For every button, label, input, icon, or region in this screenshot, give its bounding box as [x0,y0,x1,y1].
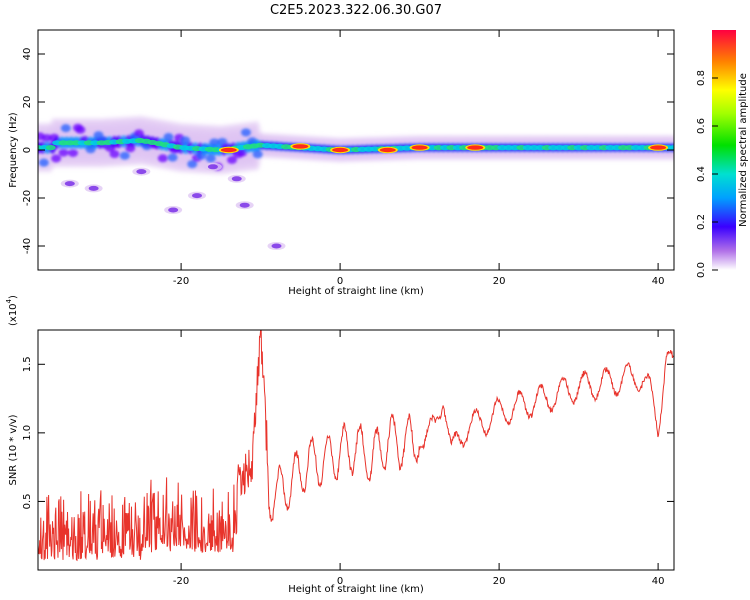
heat-cell [180,136,191,145]
x-tick-label: 0 [337,576,343,587]
x-tick-label: -20 [173,276,189,287]
heat-hotspot [379,147,396,153]
snr-frame [37,329,675,571]
heat-cell [205,154,216,163]
heat-blob [271,243,282,249]
x-tick-label: 0 [337,276,343,287]
heat-cell [60,124,71,133]
heatmap-axes: -20 0 20 40 40 20 0 -20 -40 [22,30,674,287]
multiplier-close: ) [8,295,19,299]
y-tick-label: 20 [22,96,33,109]
heat-cell [41,134,52,143]
y-tick-label: 0.5 [22,493,33,509]
snr-xlabel: Height of straight line (km) [288,584,424,595]
heat-cell [252,150,263,159]
heat-blob [64,181,75,187]
heat-hotspot [650,145,667,150]
multiplier-exp: 4 [5,298,13,303]
heat-blob [136,169,147,175]
colorbar-label: Normalized spectral amplitude [738,73,749,227]
heat-cell [187,160,198,169]
colorbar [712,30,736,270]
heat-cell [45,145,56,151]
figure-title: C2E5.2023.322.06.30.G07 [270,3,442,18]
heat-cell [209,138,220,147]
heat-cell [109,150,120,159]
heat-cell [157,154,168,163]
heatmap-core [38,137,674,154]
heatmap-ylabel: Frequency (Hz) [8,112,19,188]
x-tick-label: -20 [173,576,189,587]
heat-blob [231,176,242,182]
heat-hotspot [467,145,484,150]
heat-cell [51,154,62,163]
colorbar-axis: 0.0 0.2 0.4 0.6 0.8 [696,70,718,278]
heat-cell [38,158,49,167]
heat-cell [163,133,174,142]
x-tick-label: 20 [493,576,506,587]
y-tick-label: 1.0 [22,425,33,441]
y-tick-label: -40 [22,238,33,254]
heat-hotspot [411,145,428,150]
colorbar-tick-label: 0.8 [696,70,707,86]
heat-cell [167,153,178,162]
colorbar-tick-label: 0.0 [696,262,707,278]
colorbar-tick-label: 0.2 [696,214,707,230]
heatmap-xlabel: Height of straight line (km) [288,286,424,297]
multiplier-base: (x10 [8,303,19,326]
heat-cell [669,145,674,151]
heat-cell [237,148,248,157]
spectrogram-heatmap [38,115,674,250]
heat-blob [192,193,202,199]
heat-cell [240,128,251,137]
heat-blob [88,185,99,191]
y-tick-label: 0 [22,147,33,153]
x-tick-label: 40 [652,576,665,587]
heat-cell [119,151,130,160]
heat-hotspot [292,144,309,149]
snr-axes: -20 0 20 40 0.5 1.0 1.5 [22,330,674,587]
heat-cell [68,148,79,157]
colorbar-tick-label: 0.6 [696,118,707,134]
heat-cell [58,148,69,157]
y-tick-label: 1.5 [22,356,33,372]
heat-blob [168,207,179,213]
heat-cell [75,125,86,134]
heat-blob [207,164,218,170]
snr-multiplier: (x104) [5,295,19,326]
heat-cell [227,155,238,164]
y-tick-label: -20 [22,190,33,206]
snr-series-line [38,330,674,562]
colorbar-tick-label: 0.4 [696,166,707,182]
heat-hotspot [220,147,237,153]
svg-text:(x104): (x104) [5,295,19,326]
heat-hotspot [332,147,349,153]
x-tick-label: 20 [493,276,506,287]
y-tick-label: 40 [22,48,33,61]
snr-ylabel: SNR (10 * v/v) [8,414,19,485]
heat-blob [239,202,250,208]
x-tick-label: 40 [652,276,665,287]
